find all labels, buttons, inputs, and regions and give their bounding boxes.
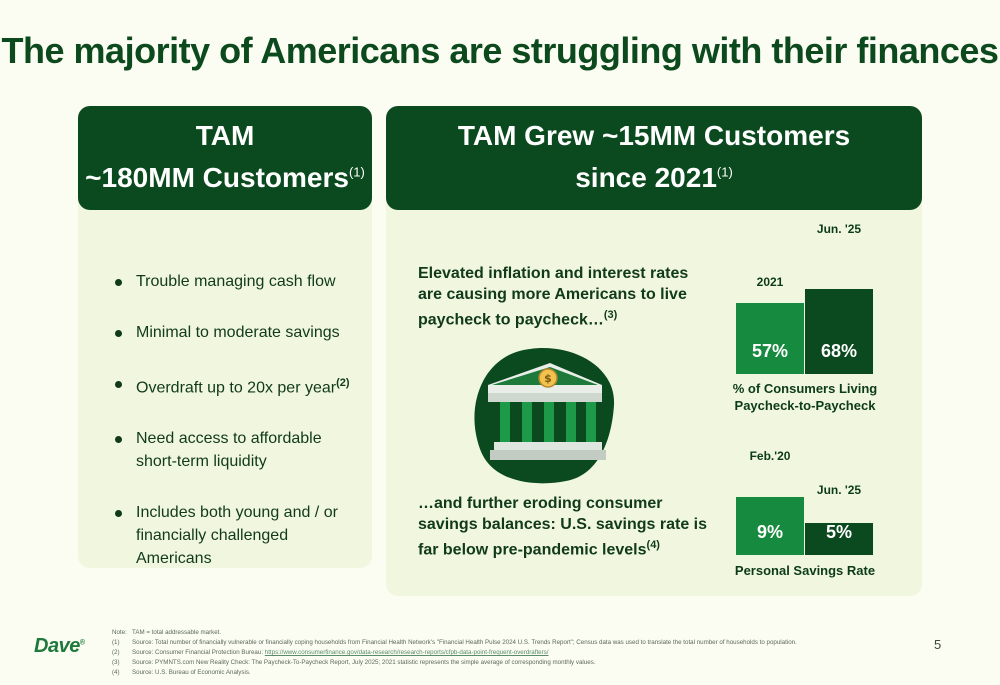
tam-growth-header-line1: TAM Grew ~15MM Customers — [457, 120, 851, 151]
bullet-text: Need access to affordable short-term liq… — [136, 430, 322, 471]
savings-statement: …and further eroding consumer savings ba… — [418, 493, 708, 560]
logo-mark: ® — [79, 639, 85, 647]
footnote-key: (1) — [112, 639, 120, 646]
bullet-item: Includes both young and / or financially… — [112, 501, 366, 570]
bullet-item: Minimal to moderate savings — [112, 321, 356, 344]
inflation-statement-text: Elevated inflation and interest rates ar… — [418, 265, 689, 329]
footnote: (4) Source: U.S. Bureau of Economic Analy… — [112, 668, 912, 678]
tam-header-footnote: (1) — [348, 164, 365, 180]
bullet-text: Includes both young and / or financially… — [136, 504, 338, 568]
dave-logo: Dave® — [34, 635, 85, 658]
page-number: 5 — [934, 637, 942, 652]
chart2-category-label: Feb.'20 — [749, 449, 791, 463]
footnote-key: (4) — [112, 669, 120, 676]
chart1-caption: % of Consumers Living Paycheck-to-Payche… — [732, 381, 878, 413]
footnote-link[interactable]: https://www.consumerfinance.gov/data-res… — [264, 649, 549, 656]
savings-statement-footnote: (4) — [646, 539, 660, 551]
bullet-item: Need access to affordable short-term liq… — [112, 427, 336, 473]
inflation-statement-footnote: (3) — [603, 309, 618, 321]
footnote: (1) Source: Total number of financially v… — [112, 638, 912, 648]
bullet-footnote: (2) — [336, 377, 350, 389]
tam-growth-header-line2-text: since 2021 — [575, 162, 717, 193]
footnote-key: (3) — [112, 659, 120, 666]
tam-header-line2: ~180MM Customers(1) — [78, 162, 372, 194]
bullet-item: Overdraft up to 20x per year(2) — [112, 372, 356, 399]
footnotes: Note: TAM = total addressable market. (1)… — [112, 628, 912, 678]
chart1-value-label: 68% — [820, 341, 858, 361]
chart2-caption: Personal Savings Rate — [734, 563, 876, 578]
footnote-text: TAM = total addressable market. — [132, 629, 222, 636]
footnote: (3) Source: PYMNTS.com New Reality Check:… — [112, 658, 912, 668]
bullet-text: Minimal to moderate savings — [136, 324, 340, 341]
chart1-category-label: 2021 — [756, 275, 784, 289]
footnote: Note: TAM = total addressable market. — [112, 628, 912, 638]
footnote-key: (2) — [112, 649, 120, 656]
tam-growth-header-line2: since 2021(1) — [386, 162, 922, 194]
bullet-item: Trouble managing cash flow — [112, 270, 356, 293]
footnote-text: Source: Consumer Financial Protection Bu… — [132, 649, 265, 656]
chart1-value-label: 57% — [751, 341, 789, 361]
chart2-value-label: 5% — [825, 522, 852, 542]
tam-bullet-list: Trouble managing cash flow Minimal to mo… — [112, 270, 372, 598]
tam-growth-header-footnote: (1) — [716, 164, 733, 180]
chart2-value-label: 9% — [756, 522, 783, 542]
chart2-bar: 9% — [736, 496, 804, 555]
chart2-bar: 5% — [805, 522, 873, 555]
footnote: (2) Source: Consumer Financial Protection… — [112, 648, 912, 658]
tam-header-line2-text: ~180MM Customers — [85, 162, 349, 193]
inflation-statement: Elevated inflation and interest rates ar… — [418, 263, 703, 330]
savings-statement-text: …and further eroding consumer savings ba… — [418, 495, 708, 559]
bank-building-dollar-icon: $ — [474, 348, 615, 484]
svg-text:$: $ — [544, 372, 552, 385]
chart1-bar: 57% — [736, 302, 804, 374]
footnote-text: Source: U.S. Bureau of Economic Analysis… — [132, 669, 251, 676]
footnote-text: Source: Total number of financially vuln… — [132, 639, 797, 646]
tam-card-header: TAM ~180MM Customers(1) — [78, 106, 372, 210]
footnote-key: Note: — [112, 629, 127, 636]
chart1-bar: 68% — [805, 289, 873, 374]
logo-text: Dave — [34, 635, 80, 657]
bullet-text: Trouble managing cash flow — [136, 273, 336, 290]
tam-growth-header: TAM Grew ~15MM Customers since 2021(1) — [386, 106, 922, 210]
chart1-category-label: Jun. '25 — [816, 222, 862, 236]
tam-header-line1: TAM — [195, 120, 255, 151]
chart2-category-label: Jun. '25 — [816, 483, 862, 497]
bullet-text: Overdraft up to 20x per year — [136, 379, 337, 397]
page-title: The majority of Americans are struggling… — [1, 30, 999, 71]
footnote-text: Source: PYMNTS.com New Reality Check: Th… — [132, 659, 596, 666]
